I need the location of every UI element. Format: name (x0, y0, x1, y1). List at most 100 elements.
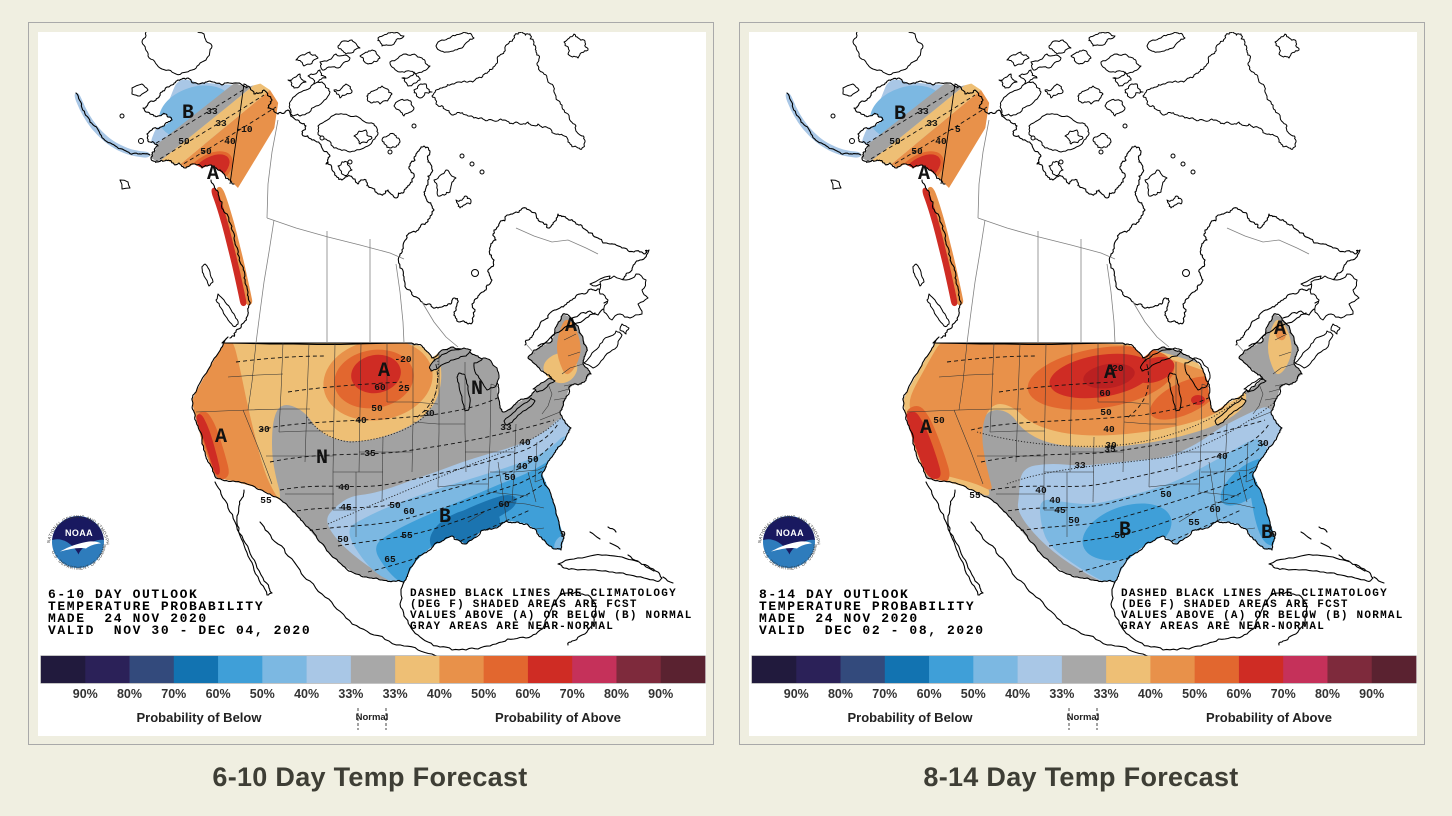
svg-text:40: 40 (338, 482, 350, 493)
svg-text:50%: 50% (961, 687, 986, 701)
svg-text:B: B (1261, 522, 1273, 545)
svg-text:9: 9 (560, 529, 566, 540)
svg-text:60%: 60% (515, 687, 540, 701)
svg-text:55: 55 (401, 530, 413, 541)
svg-text:50%: 50% (471, 687, 496, 701)
svg-text:40: 40 (516, 461, 528, 472)
svg-text:30: 30 (423, 408, 435, 419)
svg-text:9: 9 (1271, 529, 1277, 540)
svg-text:50: 50 (200, 146, 212, 157)
svg-text:60: 60 (374, 382, 386, 393)
svg-text:33%: 33% (1094, 687, 1119, 701)
svg-text:Normal: Normal (1067, 712, 1100, 723)
svg-text:33: 33 (917, 106, 929, 117)
svg-text:33: 33 (206, 106, 218, 117)
svg-text:GRAY AREAS ARE NEAR-NORMAL: GRAY AREAS ARE NEAR-NORMAL (1121, 621, 1325, 633)
svg-text:DASHED BLACK LINES ARE CLIMATO: DASHED BLACK LINES ARE CLIMATOLOGY (410, 588, 677, 600)
svg-text:50: 50 (1160, 489, 1172, 500)
svg-text:33%: 33% (383, 687, 408, 701)
svg-text:A: A (565, 315, 577, 338)
svg-text:NOAA: NOAA (776, 528, 804, 538)
svg-text:50: 50 (911, 146, 923, 157)
svg-text:33: 33 (500, 422, 512, 433)
svg-text:50: 50 (371, 403, 383, 414)
svg-text:GRAY AREAS ARE NEAR-NORMAL: GRAY AREAS ARE NEAR-NORMAL (410, 621, 614, 633)
svg-text:A: A (1274, 318, 1286, 341)
svg-text:50%: 50% (1182, 687, 1207, 701)
svg-text:30: 30 (258, 424, 270, 435)
svg-text:MADE 24 NOV 2020: MADE 24 NOV 2020 (48, 611, 208, 626)
svg-text:NOAA: NOAA (65, 528, 93, 538)
svg-text:70%: 70% (1271, 687, 1296, 701)
svg-text:50: 50 (889, 136, 901, 147)
svg-text:33: 33 (215, 118, 227, 129)
svg-text:N: N (316, 447, 328, 470)
svg-text:70%: 70% (161, 687, 186, 701)
svg-text:50%: 50% (250, 687, 275, 701)
svg-text:B: B (1119, 519, 1131, 542)
svg-text:A: A (1104, 362, 1116, 385)
svg-text:DASHED BLACK LINES ARE CLIMATO: DASHED BLACK LINES ARE CLIMATOLOGY (1121, 588, 1388, 600)
svg-text:40%: 40% (1005, 687, 1030, 701)
svg-text:-20: -20 (394, 354, 411, 365)
svg-text:Normal: Normal (356, 712, 389, 723)
svg-text:25: 25 (398, 383, 410, 394)
svg-text:A: A (215, 426, 227, 449)
svg-text:Probability of Above: Probability of Above (1206, 710, 1332, 725)
svg-text:40: 40 (1216, 451, 1228, 462)
svg-text:8-14 DAY OUTLOOK: 8-14 DAY OUTLOOK (759, 587, 909, 602)
svg-text:-20: -20 (1106, 363, 1123, 374)
svg-text:TEMPERATURE PROBABILITY: TEMPERATURE PROBABILITY (48, 599, 264, 614)
svg-text:33: 33 (1074, 460, 1086, 471)
svg-text:33%: 33% (338, 687, 363, 701)
svg-text:55: 55 (969, 490, 981, 501)
svg-text:55: 55 (260, 495, 272, 506)
svg-text:40: 40 (224, 136, 236, 147)
svg-text:Probability of Below: Probability of Below (848, 710, 974, 725)
svg-text:Probability of Above: Probability of Above (495, 710, 621, 725)
svg-text:90%: 90% (648, 687, 673, 701)
svg-text:80%: 80% (604, 687, 629, 701)
svg-text:-10: -10 (235, 124, 252, 135)
svg-text:(DEG F) SHADED AREAS ARE FCST: (DEG F) SHADED AREAS ARE FCST (1121, 599, 1349, 611)
svg-text:60%: 60% (1226, 687, 1251, 701)
svg-text:Probability of Below: Probability of Below (137, 710, 263, 725)
svg-text:TEMPERATURE PROBABILITY: TEMPERATURE PROBABILITY (759, 599, 975, 614)
svg-text:45: 45 (1054, 505, 1066, 516)
svg-text:60: 60 (403, 506, 415, 517)
svg-text:80%: 80% (828, 687, 853, 701)
svg-text:40: 40 (1035, 485, 1047, 496)
svg-text:30: 30 (1105, 440, 1117, 451)
svg-text:30: 30 (1257, 438, 1269, 449)
svg-text:40: 40 (355, 415, 367, 426)
svg-text:B: B (439, 506, 451, 529)
svg-text:60: 60 (1209, 504, 1221, 515)
svg-text:40: 40 (1103, 424, 1115, 435)
svg-text:A: A (920, 417, 932, 440)
svg-text:40: 40 (519, 437, 531, 448)
svg-text:40%: 40% (294, 687, 319, 701)
svg-text:40: 40 (1049, 495, 1061, 506)
svg-text:VALID NOV 30 - DEC 04, 2020: VALID NOV 30 - DEC 04, 2020 (48, 623, 311, 638)
svg-text:65: 65 (384, 554, 396, 565)
svg-text:60: 60 (1099, 388, 1111, 399)
svg-text:50: 50 (389, 500, 401, 511)
svg-text:50: 50 (1100, 407, 1112, 418)
svg-text:70%: 70% (560, 687, 585, 701)
svg-text:6-10 DAY OUTLOOK: 6-10 DAY OUTLOOK (48, 587, 198, 602)
svg-text:90%: 90% (784, 687, 809, 701)
svg-text:35: 35 (1104, 444, 1116, 455)
svg-text:60%: 60% (206, 687, 231, 701)
svg-text:50: 50 (178, 136, 190, 147)
svg-text:80%: 80% (117, 687, 142, 701)
svg-text:50: 50 (504, 472, 516, 483)
svg-text:45: 45 (340, 502, 352, 513)
svg-text:A: A (378, 360, 390, 383)
svg-text:90%: 90% (1359, 687, 1384, 701)
svg-text:(DEG F) SHADED AREAS ARE FCST: (DEG F) SHADED AREAS ARE FCST (410, 599, 638, 611)
svg-text:VALUES ABOVE (A) OR BELOW (B): VALUES ABOVE (A) OR BELOW (B) NORMAL (410, 610, 693, 622)
svg-text:B: B (894, 103, 906, 126)
svg-text:60: 60 (498, 499, 510, 510)
svg-text:40%: 40% (427, 687, 452, 701)
svg-text:B: B (182, 102, 194, 125)
